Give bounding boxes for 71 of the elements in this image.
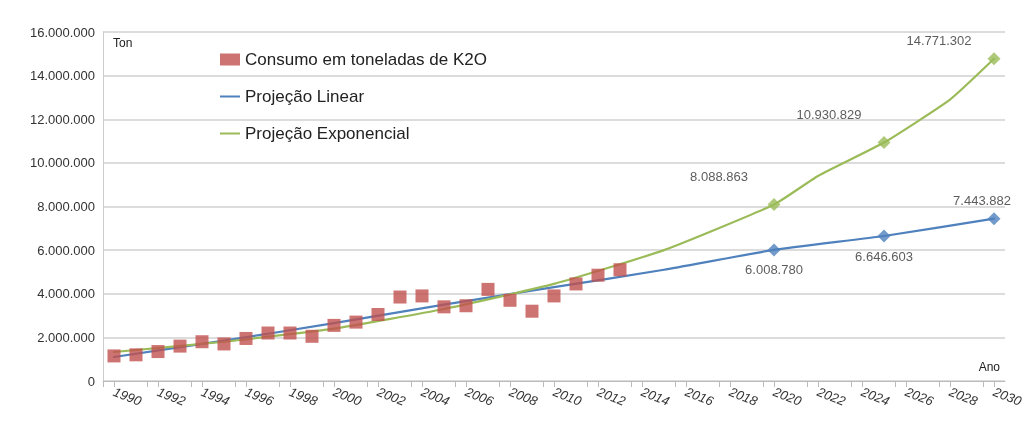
x-tick-label: 2002 [374,383,409,410]
x-tick-label: 2012 [594,383,629,410]
point [217,337,231,351]
point [107,349,121,363]
x-tick-label: 2020 [770,383,805,410]
x-tick-label: 1996 [243,384,277,410]
point [437,300,451,314]
y-tick-label: 12.000.000 [29,111,95,127]
point [613,263,627,277]
point [481,282,495,296]
point [503,293,517,307]
legend-label: Projeção Linear [245,87,365,106]
data-label: 14.771.302 [906,33,972,49]
y-axis-title: Ton [113,36,133,50]
point [525,304,539,318]
data-label: 10.930.829 [796,107,862,123]
point [129,348,143,362]
point [371,307,385,321]
y-tick-label: 14.000.000 [29,68,95,84]
x-tick-label: 2008 [506,383,541,410]
point [877,136,891,150]
point [393,290,407,304]
point [173,339,187,353]
point [327,318,341,332]
y-tick-label: 8.000.000 [37,199,95,214]
x-tick-label: 2006 [462,383,497,410]
y-tick-label: 6.000.000 [37,242,95,258]
x-tick-label: 2004 [418,383,452,409]
point [283,326,297,340]
point [987,52,1001,66]
data-label: 6.008.780 [745,262,803,278]
x-tick-label: 2024 [858,383,892,409]
x-tick-label: 2022 [814,383,849,410]
point [195,335,209,349]
x-tick-label: 2028 [946,383,981,410]
y-tick-label: 0 [87,373,95,389]
x-tick-label: 1998 [287,384,321,410]
point [151,345,165,359]
x-tick-label: 2016 [682,383,717,410]
x-axis-title: Ano [978,360,1001,374]
point [305,329,319,343]
y-tick-label: 4.000.000 [37,286,95,302]
point [591,268,605,282]
data-label: 7.443.882 [953,193,1011,209]
point [547,289,561,303]
point [415,289,429,303]
point [767,198,781,212]
legend-label: Projeção Exponencial [245,124,410,143]
x-tick-label: 2026 [902,383,937,410]
y-tick-label: 2.000.000 [37,329,95,345]
legend-label: Consumo em toneladas de K2O [245,50,487,69]
y-tick-label: 16.000.000 [29,24,95,40]
x-tick-label: 2018 [726,383,761,410]
x-tick-label: 2030 [990,383,1025,410]
point [767,243,781,257]
y-tick-label: 10.000.000 [29,155,95,171]
point [877,229,891,243]
point [987,212,1001,226]
x-tick-label: 1990 [111,384,145,410]
x-tick-label: 1992 [155,384,189,410]
data-label: 6.646.603 [855,248,913,264]
x-tick-label: 2000 [330,383,365,410]
x-tick-label: 1994 [199,384,232,409]
point [239,331,253,345]
point [261,326,275,340]
point [459,299,473,313]
point [349,315,363,329]
x-tick-label: 2014 [638,383,672,409]
data-label: 8.088.863 [690,169,748,185]
point [569,277,583,291]
x-tick-label: 2010 [550,383,585,410]
